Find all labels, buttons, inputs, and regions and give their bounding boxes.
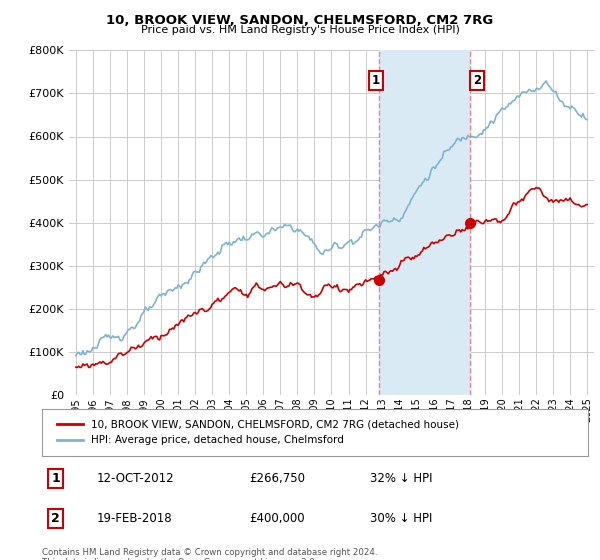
Text: 32% ↓ HPI: 32% ↓ HPI xyxy=(370,472,432,485)
Text: 30% ↓ HPI: 30% ↓ HPI xyxy=(370,512,432,525)
Text: 10, BROOK VIEW, SANDON, CHELMSFORD, CM2 7RG: 10, BROOK VIEW, SANDON, CHELMSFORD, CM2 … xyxy=(106,14,494,27)
Bar xyxy=(379,50,470,395)
Text: 12-OCT-2012: 12-OCT-2012 xyxy=(97,472,174,485)
Legend: 10, BROOK VIEW, SANDON, CHELMSFORD, CM2 7RG (detached house), HPI: Average price: 10, BROOK VIEW, SANDON, CHELMSFORD, CM2 … xyxy=(53,416,463,449)
Text: £400,000: £400,000 xyxy=(250,512,305,525)
Text: 2: 2 xyxy=(473,74,481,87)
Text: £266,750: £266,750 xyxy=(250,472,305,485)
Text: 1: 1 xyxy=(371,74,380,87)
Text: 2: 2 xyxy=(51,512,60,525)
Text: Contains HM Land Registry data © Crown copyright and database right 2024.
This d: Contains HM Land Registry data © Crown c… xyxy=(42,548,377,560)
Text: 19-FEB-2018: 19-FEB-2018 xyxy=(97,512,172,525)
Text: 1: 1 xyxy=(51,472,60,485)
Text: Price paid vs. HM Land Registry's House Price Index (HPI): Price paid vs. HM Land Registry's House … xyxy=(140,25,460,35)
